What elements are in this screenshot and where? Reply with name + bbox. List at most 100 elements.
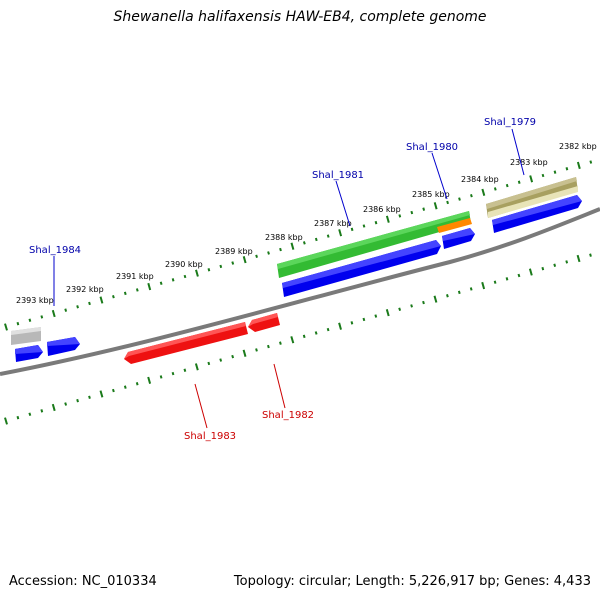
major-tick: [576, 161, 581, 170]
minor-tick: [16, 415, 20, 420]
feature-orange-block[interactable]: [437, 218, 472, 233]
cds-forward-4[interactable]: [442, 228, 475, 249]
minor-tick: [589, 253, 592, 257]
outer-dotted-track: [4, 160, 593, 331]
minor-tick: [255, 254, 258, 258]
minor-tick: [76, 305, 79, 309]
major-tick: [51, 403, 56, 412]
minor-tick: [183, 368, 187, 372]
minor-tick: [517, 273, 521, 278]
minor-tick: [88, 395, 91, 399]
gene-labels: Shal_1984 Shal_1981 Shal_1980 Shal_1979 …: [29, 117, 536, 442]
major-tick: [51, 309, 56, 318]
tick-label: 2390 kbp: [165, 260, 203, 269]
cds-forward-1[interactable]: [15, 345, 43, 362]
minor-tick: [457, 290, 461, 295]
minor-tick: [470, 194, 473, 198]
gene-label-shal-1984[interactable]: Shal_1984: [29, 245, 81, 256]
minor-tick: [219, 358, 223, 362]
major-tick: [147, 376, 152, 384]
cds-forward-3[interactable]: [282, 240, 441, 297]
tick-label: 2391 kbp: [116, 272, 154, 281]
tick-label: 2383 kbp: [510, 158, 548, 167]
minor-tick: [123, 291, 127, 296]
tick-label: 2393 kbp: [16, 296, 54, 305]
minor-tick: [493, 187, 497, 191]
minor-tick: [64, 402, 68, 406]
minor-tick: [267, 344, 270, 349]
minor-tick: [362, 317, 366, 322]
cds-forward-2[interactable]: [47, 337, 80, 356]
minor-tick: [553, 170, 557, 174]
minor-tick: [112, 295, 115, 299]
minor-tick: [350, 321, 354, 325]
connector-line: [511, 128, 525, 176]
tick-label: 2387 kbp: [314, 219, 352, 228]
minor-tick: [16, 321, 20, 326]
minor-tick: [493, 280, 497, 284]
major-tick: [528, 268, 533, 276]
minor-tick: [171, 278, 175, 282]
minor-tick: [374, 220, 378, 225]
minor-tick: [541, 173, 545, 178]
connector-line: [431, 152, 448, 200]
connector-line: [335, 180, 351, 227]
gene-label-shal-1981[interactable]: Shal_1981: [312, 170, 364, 181]
minor-tick: [589, 160, 593, 164]
minor-tick: [123, 385, 127, 389]
inner-dotted-track: [4, 253, 592, 425]
minor-tick: [314, 331, 318, 335]
cds-reverse-2[interactable]: [248, 313, 280, 332]
tick-label: 2384 kbp: [461, 175, 499, 184]
minor-tick: [219, 264, 223, 269]
minor-tick: [314, 237, 318, 242]
minor-tick: [422, 207, 426, 211]
minor-tick: [64, 308, 68, 312]
cds-reverse-1[interactable]: [124, 322, 248, 364]
major-tick: [338, 229, 343, 237]
minor-tick: [422, 300, 425, 305]
minor-tick: [267, 251, 270, 255]
minor-tick: [159, 375, 163, 379]
feature-green-block[interactable]: [277, 211, 471, 278]
major-tick: [481, 188, 486, 196]
minor-tick: [28, 318, 32, 322]
major-tick: [290, 242, 295, 250]
accession-text: Accession: NC_010334: [9, 574, 157, 589]
minor-tick: [565, 167, 569, 171]
tick-label: 2382 kbp: [559, 142, 597, 151]
cds-forward-5[interactable]: [492, 195, 582, 233]
major-tick: [290, 336, 295, 344]
minor-tick: [446, 200, 449, 205]
minor-tick: [28, 412, 32, 416]
minor-tick: [553, 263, 557, 267]
major-tick: [242, 349, 247, 357]
minor-tick: [279, 247, 282, 252]
gene-label-shal-1982[interactable]: Shal_1982: [262, 410, 314, 421]
minor-tick: [469, 287, 473, 291]
gene-label-shal-1979[interactable]: Shal_1979: [484, 117, 536, 128]
gene-label-shal-1980[interactable]: Shal_1980: [406, 142, 458, 153]
major-tick: [99, 296, 104, 304]
minor-tick: [159, 281, 163, 285]
major-tick: [433, 202, 438, 210]
minor-tick: [40, 315, 44, 319]
major-tick: [242, 256, 247, 264]
connector-line: [273, 363, 286, 409]
feature-gray-block[interactable]: [11, 327, 41, 345]
major-tick: [385, 309, 390, 317]
major-tick: [147, 282, 152, 291]
minor-tick: [410, 210, 414, 215]
gene-label-shal-1983[interactable]: Shal_1983: [184, 431, 236, 442]
tick-label: 2385 kbp: [412, 190, 450, 199]
tick-label: 2386 kbp: [363, 205, 401, 214]
feature-olive-block[interactable]: [486, 177, 578, 218]
tick-label: 2389 kbp: [215, 247, 253, 256]
minor-tick: [255, 348, 258, 352]
minor-tick: [231, 261, 235, 265]
minor-tick: [410, 304, 413, 308]
major-tick: [529, 175, 534, 183]
tick-label: 2392 kbp: [66, 285, 104, 294]
minor-tick: [565, 260, 569, 264]
minor-tick: [302, 241, 306, 245]
